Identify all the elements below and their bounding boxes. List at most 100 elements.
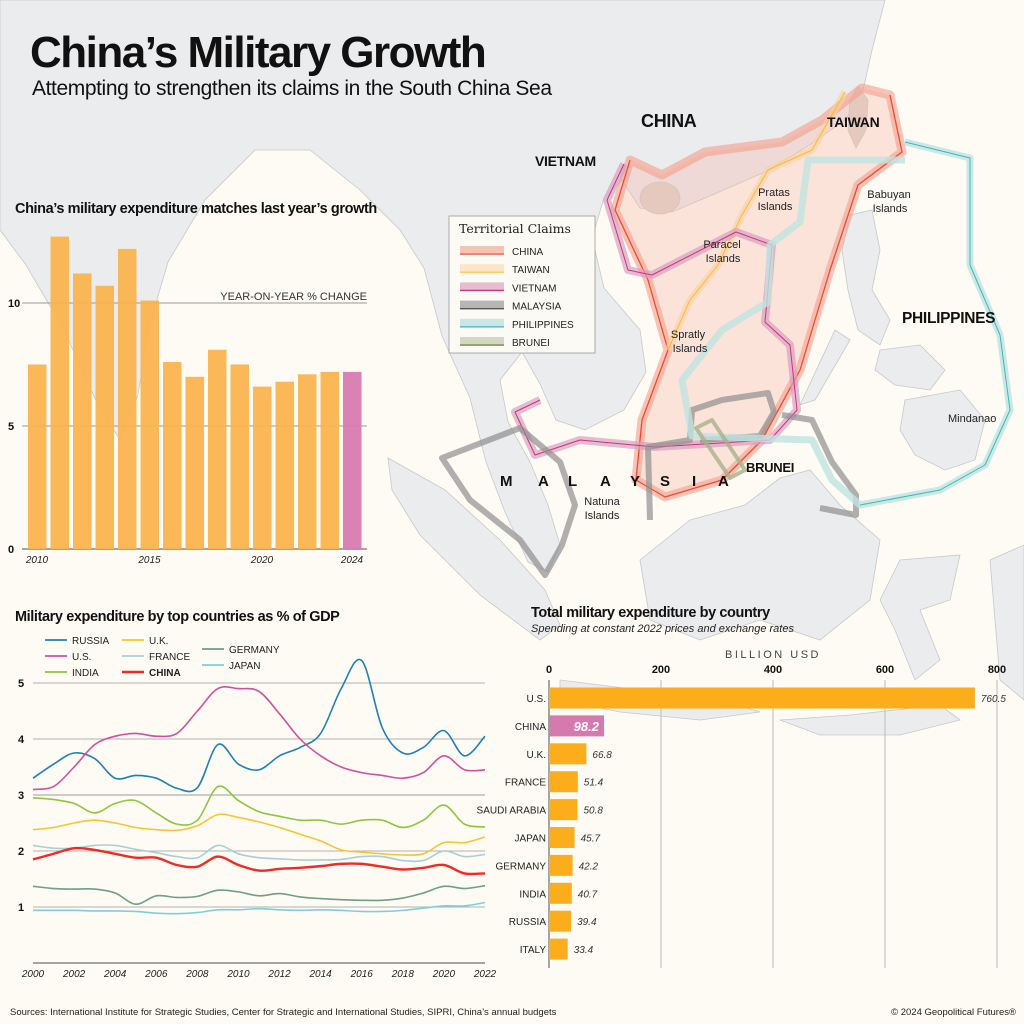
x-tick-label: 2000 — [21, 969, 45, 980]
legend-swatch-taiwan — [460, 264, 504, 274]
x-tick-label: 2002 — [62, 969, 86, 980]
x-tick-label: 2018 — [391, 969, 415, 980]
legend-label: U.S. — [72, 652, 91, 663]
label-natuna-islands: Natuna Islands — [584, 496, 620, 522]
total-expenditure-chart: Total military expenditure by country Sp… — [477, 605, 1006, 968]
mainland-asia — [0, 0, 886, 573]
x-tick-label: 2008 — [185, 969, 209, 980]
sulawesi — [879, 554, 961, 681]
category-label: U.S. — [527, 694, 546, 705]
label-brunei: BRUNEI — [746, 460, 794, 475]
svg-text:Y: Y — [630, 473, 640, 490]
line-germany — [32, 884, 486, 905]
category-label: GERMANY — [495, 861, 546, 872]
mindanao-island — [899, 389, 986, 471]
y-tick-label: 10 — [8, 298, 20, 310]
legend-label: VIETNAM — [512, 283, 556, 294]
sumatra — [387, 457, 561, 641]
x-tick-label: 2014 — [309, 969, 333, 980]
territorial-claims — [439, 83, 1014, 578]
y-tick-label: 1 — [18, 902, 24, 914]
label-babuyan-islands: Babuyan Islands — [867, 189, 910, 215]
claim-malaysia — [439, 390, 859, 578]
svg-text:M: M — [500, 473, 512, 490]
legend-label: FRANCE — [149, 652, 190, 663]
page-subtitle: Attempting to strengthen its claims in t… — [32, 77, 552, 100]
legend-label: CHINA — [149, 668, 181, 679]
hainan-island — [639, 181, 681, 215]
bar-italy — [549, 938, 568, 960]
x-tick-label: 600 — [876, 664, 894, 676]
lesser-sunda — [779, 704, 961, 736]
bar-china — [549, 715, 604, 737]
line-china — [32, 846, 486, 876]
y-tick-label: 0 — [8, 544, 14, 556]
x-tick-label: 2024 — [340, 555, 364, 566]
bar-2020 — [253, 386, 272, 549]
label-china: CHINA — [641, 111, 697, 131]
yoy-bar-chart: China’s military expenditure matches las… — [8, 201, 377, 566]
bar-2016 — [163, 362, 182, 549]
bar-2022 — [298, 374, 317, 549]
bar-2017 — [185, 376, 204, 549]
value-label: 50.8 — [583, 806, 603, 817]
chart-title: Total military expenditure by country — [531, 605, 770, 621]
bar-uk — [549, 743, 587, 765]
legend-swatch-brunei — [460, 337, 504, 346]
bar-saudiarabia — [549, 799, 578, 821]
line-us — [32, 686, 486, 791]
label-paracel-islands: Paracel Islands — [703, 239, 741, 265]
category-label: FRANCE — [505, 778, 546, 789]
value-label: 42.2 — [579, 861, 599, 872]
bar-2019 — [230, 364, 249, 549]
legend-swatch-malaysia — [460, 300, 504, 310]
category-label: CHINA — [515, 722, 546, 733]
category-label: U.K. — [527, 750, 546, 761]
label-pratas-islands: Pratas Islands — [758, 187, 793, 213]
legend-label: JAPAN — [229, 661, 261, 672]
bar-2024 — [343, 371, 362, 549]
legend-swatch-philippines — [460, 318, 504, 328]
bar-2011 — [50, 236, 69, 549]
page-title: China’s Military Growth — [30, 28, 485, 77]
legend-label: TAIWAN — [512, 265, 550, 276]
bar-germany — [549, 854, 573, 876]
legend-title: Territorial Claims — [459, 221, 571, 236]
label-spratly-islands: Spratly Islands — [671, 329, 708, 355]
category-label: ITALY — [520, 945, 547, 956]
value-label: 760.5 — [981, 694, 1006, 705]
chart-title: Military expenditure by top countries as… — [15, 609, 340, 625]
x-tick-label: 200 — [652, 664, 670, 676]
line-india — [32, 785, 486, 829]
bar-2015 — [140, 300, 159, 549]
label-mindanao: Mindanao — [948, 413, 996, 425]
bar-france — [549, 771, 578, 793]
bar-russia — [549, 910, 572, 932]
line-russia — [32, 658, 486, 793]
legend-label: CHINA — [512, 247, 543, 258]
legend-label: MALAYSIA — [512, 302, 562, 313]
value-label: 51.4 — [584, 778, 604, 789]
map-labels: CHINA TAIWAN VIETNAM PHILIPPINES BRUNEI … — [500, 111, 996, 522]
chart-subtitle: Spending at constant 2022 prices and exc… — [531, 623, 794, 635]
value-label: 33.4 — [574, 945, 594, 956]
legend-label: INDIA — [72, 668, 99, 679]
claim-philippines — [678, 138, 1014, 509]
claim-taiwan — [664, 90, 849, 352]
bar-us — [549, 687, 975, 709]
x-tick-label: 2004 — [103, 969, 127, 980]
x-tick-label: 2015 — [137, 555, 161, 566]
line-japan — [32, 901, 486, 915]
value-label: 45.7 — [581, 834, 601, 845]
x-tick-label: 2022 — [473, 969, 497, 980]
bar-2014 — [118, 248, 137, 549]
legend-label: U.K. — [149, 636, 168, 647]
chart-title: China’s military expenditure matches las… — [15, 201, 377, 217]
svg-text:A: A — [600, 473, 611, 490]
bar-japan — [549, 827, 575, 848]
legend-label: BRUNEI — [512, 338, 550, 349]
y-tick-label: 3 — [18, 790, 24, 802]
legend-swatch-vietnam — [460, 282, 504, 292]
x-tick-label: 2020 — [250, 555, 274, 566]
